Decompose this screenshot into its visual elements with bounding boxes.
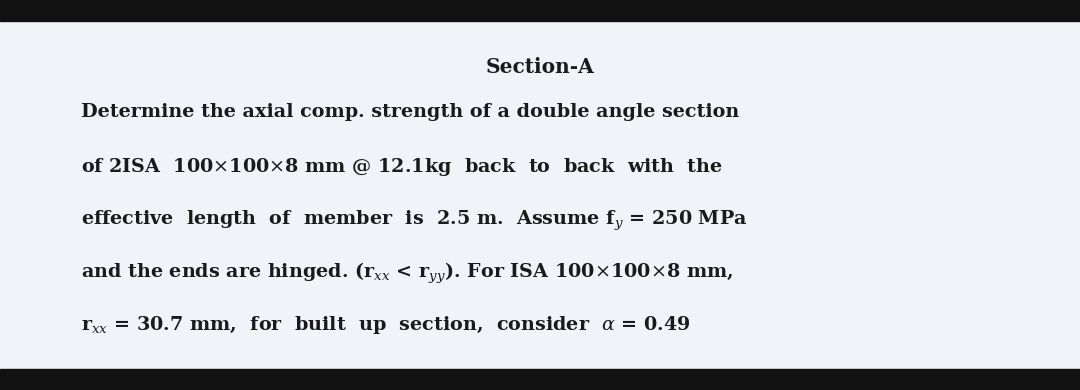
Bar: [0, 0, 1080, 21]
Text: of 2ISA  100$\times$100$\times$8 mm @ 12.1kg  back  to  back  with  the: of 2ISA 100$\times$100$\times$8 mm @ 12.…: [81, 156, 723, 178]
Text: and the ends are hinged. (r$_{xx}$ < r$_{yy}$). For ISA 100$\times$100$\times$8 : and the ends are hinged. (r$_{xx}$ < r$_…: [81, 261, 733, 287]
Bar: [0, 369, 1080, 390]
Text: Determine the axial comp. strength of a double angle section: Determine the axial comp. strength of a …: [81, 103, 739, 121]
Text: Section-A: Section-A: [486, 57, 594, 76]
Text: effective  length  of  member  is  2.5 m.  Assume f$_y$ = 250 MPa: effective length of member is 2.5 m. Ass…: [81, 209, 747, 233]
Text: r$_{xx}$ = 30.7 mm,  for  built  up  section,  consider  $\alpha$ = 0.49: r$_{xx}$ = 30.7 mm, for built up section…: [81, 314, 691, 336]
